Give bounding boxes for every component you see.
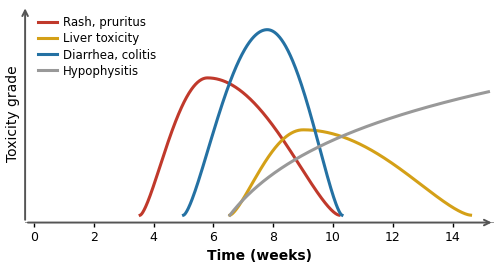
- Rash, pruritus: [137, 214, 143, 217]
- Diarrhea, colitis: [296, 76, 302, 79]
- Diarrhea, colitis: [180, 214, 186, 217]
- Legend: Rash, pruritus, Liver toxicity, Diarrhea, colitis, Hypophysitis: Rash, pruritus, Liver toxicity, Diarrhea…: [36, 14, 158, 80]
- Liver toxicity: [401, 170, 407, 174]
- Diarrhea, colitis: [264, 28, 270, 31]
- Diarrhea, colitis: [339, 214, 345, 217]
- Diarrhea, colitis: [200, 166, 205, 169]
- Diarrhea, colitis: [296, 74, 302, 77]
- Liver toxicity: [306, 128, 312, 132]
- Line: Hypophysitis: Hypophysitis: [230, 92, 488, 215]
- Rash, pruritus: [202, 77, 208, 80]
- Hypophysitis: [415, 108, 421, 111]
- Hypophysitis: [258, 182, 264, 185]
- Liver toxicity: [468, 214, 473, 217]
- Rash, pruritus: [336, 214, 342, 217]
- Liver toxicity: [323, 130, 329, 134]
- Diarrhea, colitis: [244, 45, 250, 48]
- Rash, pruritus: [282, 141, 288, 145]
- Liver toxicity: [379, 155, 385, 158]
- Liver toxicity: [402, 171, 408, 174]
- Liver toxicity: [256, 171, 262, 174]
- Rash, pruritus: [281, 140, 287, 143]
- Hypophysitis: [414, 109, 420, 112]
- X-axis label: Time (weeks): Time (weeks): [208, 249, 312, 263]
- Rash, pruritus: [216, 78, 222, 81]
- Line: Diarrhea, colitis: Diarrhea, colitis: [184, 30, 342, 215]
- Hypophysitis: [486, 90, 492, 93]
- Rash, pruritus: [204, 76, 210, 80]
- Diarrhea, colitis: [280, 41, 286, 44]
- Line: Liver toxicity: Liver toxicity: [230, 130, 470, 215]
- Line: Rash, pruritus: Rash, pruritus: [140, 78, 339, 215]
- Hypophysitis: [330, 139, 336, 142]
- Liver toxicity: [227, 214, 233, 217]
- Hypophysitis: [311, 147, 317, 151]
- Rash, pruritus: [263, 115, 269, 118]
- Hypophysitis: [390, 116, 396, 119]
- Diarrhea, colitis: [232, 67, 238, 70]
- Rash, pruritus: [161, 152, 167, 155]
- Hypophysitis: [227, 214, 233, 217]
- Y-axis label: Toxicity grade: Toxicity grade: [6, 66, 20, 162]
- Liver toxicity: [300, 128, 306, 132]
